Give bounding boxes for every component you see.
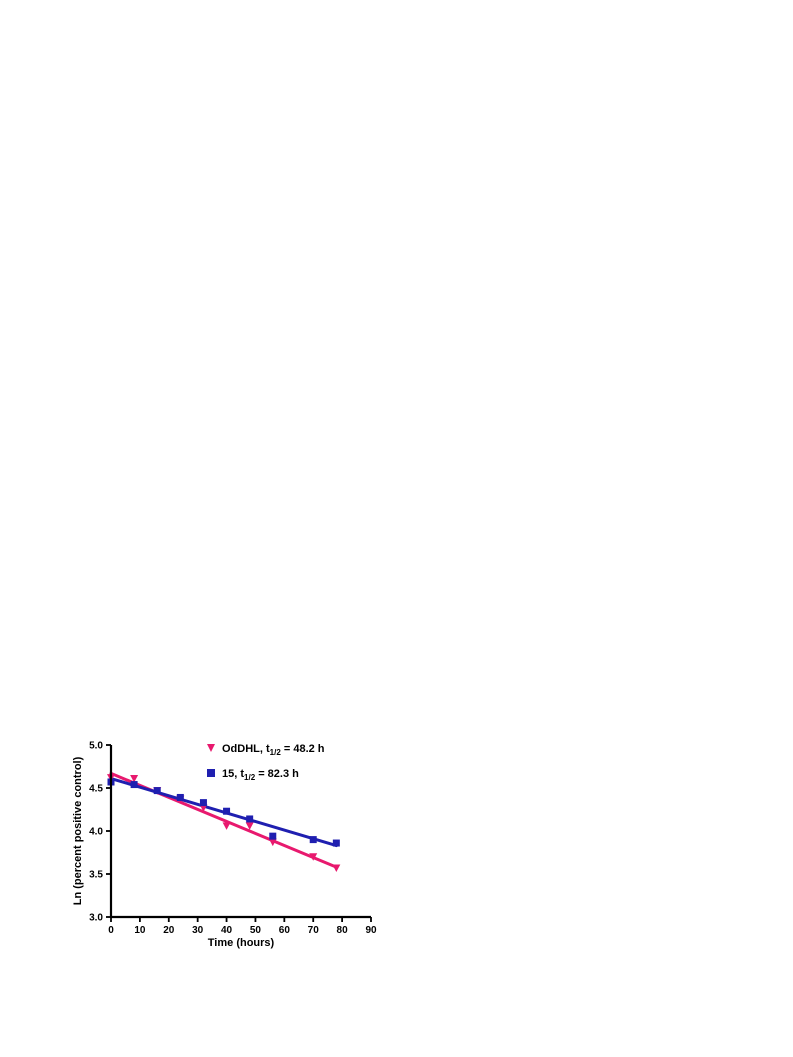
- x-tick-label: 10: [134, 925, 146, 936]
- y-tick-label: 5.0: [89, 741, 103, 752]
- legend-label-15: 15, t1/2 = 82.3 h: [222, 768, 299, 782]
- x-tick-label: 20: [163, 925, 175, 936]
- x-tick-label: 70: [308, 925, 320, 936]
- data-point: [332, 839, 340, 847]
- data-point: [130, 781, 138, 789]
- x-tick-label: 90: [365, 925, 377, 936]
- x-tick-label: 0: [108, 925, 114, 936]
- fit-lines: [109, 771, 338, 869]
- x-tick-label: 50: [250, 925, 262, 936]
- legend-marker-15: [207, 769, 215, 777]
- x-axis-title: Time (hours): [208, 937, 275, 949]
- data-markers: [107, 774, 341, 872]
- y-tick-label: 3.5: [89, 870, 103, 881]
- legend-item-15: 15, t1/2 = 82.3 h: [207, 768, 299, 782]
- data-point: [246, 815, 254, 823]
- data-point: [130, 775, 139, 783]
- data-point: [222, 822, 231, 830]
- legend: OdDHL, t1/2 = 48.2 h 15, t1/2 = 82.3 h: [207, 743, 325, 782]
- data-point: [245, 822, 254, 830]
- y-tick-label: 3.0: [89, 913, 103, 924]
- legend-item-oddhl: OdDHL, t1/2 = 48.2 h: [207, 743, 325, 757]
- data-point: [269, 832, 277, 840]
- data-point: [153, 787, 161, 795]
- x-tick-label: 60: [279, 925, 291, 936]
- y-axis-title: Ln (percent positive control): [72, 756, 84, 905]
- ticks: 0 10 20 30 40 50 60 70 80 90 3.0 3.5 4.0 4.5 5.0: [89, 741, 377, 937]
- data-point: [199, 804, 208, 812]
- legend-label-oddhl: OdDHL, t1/2 = 48.2 h: [222, 743, 325, 757]
- x-tick-label: 80: [337, 925, 349, 936]
- data-point: [268, 838, 277, 847]
- y-tick-label: 4.5: [89, 784, 103, 795]
- data-point: [332, 864, 341, 872]
- data-point: [176, 793, 184, 801]
- x-tick-label: 40: [221, 925, 233, 936]
- legend-marker-oddhl: [207, 744, 215, 752]
- data-point: [223, 807, 231, 815]
- x-tick-label: 30: [192, 925, 204, 936]
- data-point: [199, 799, 207, 807]
- y-tick-label: 4.0: [89, 827, 103, 838]
- data-point: [309, 853, 318, 861]
- data-point: [309, 836, 317, 844]
